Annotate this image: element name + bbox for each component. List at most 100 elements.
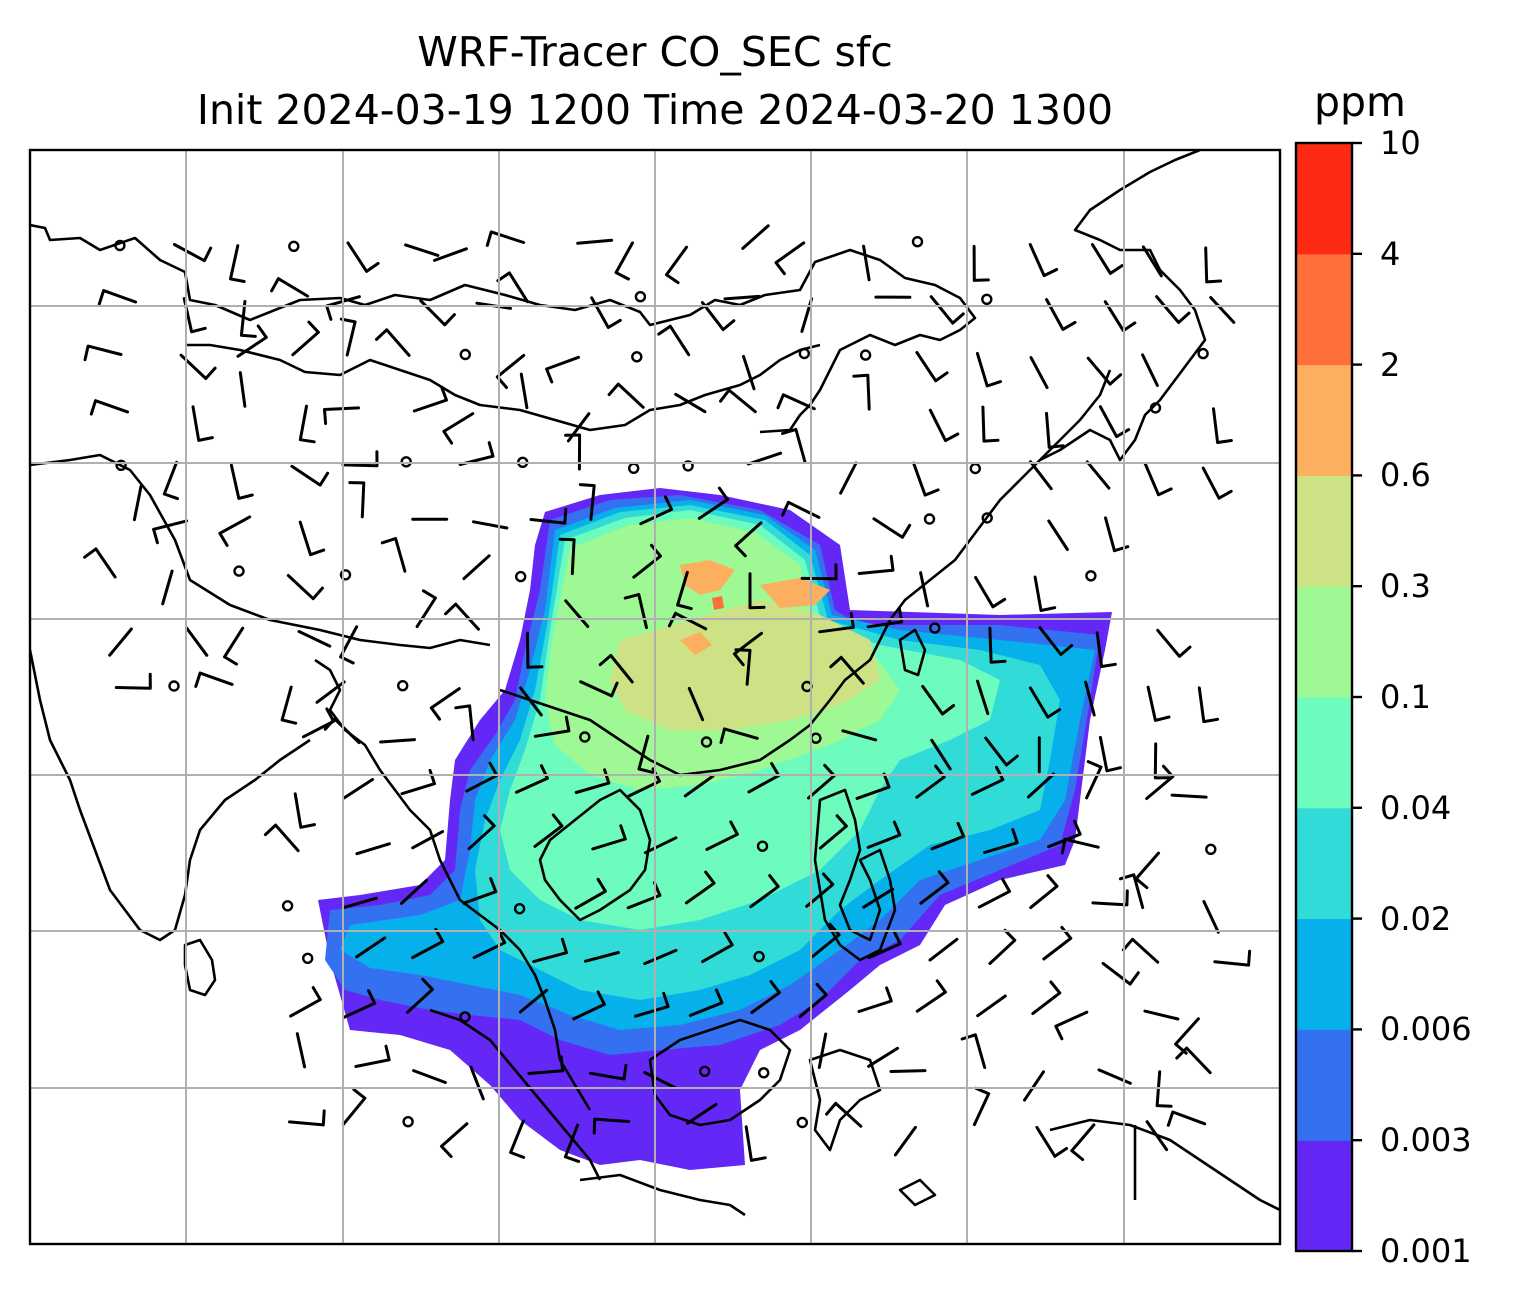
colorbar-tick-label: 0.006: [1380, 1010, 1472, 1049]
wind-barb-icon: [295, 1032, 307, 1069]
calm-circle-icon: [911, 235, 924, 248]
wind-barb-icon: [930, 821, 966, 851]
wind-barb-icon: [400, 768, 436, 796]
wind-barb-icon: [719, 388, 757, 414]
wind-barb-icon: [857, 986, 893, 1013]
wind-barb-icon: [984, 736, 1019, 767]
wind-barb-icon: [977, 877, 1011, 909]
wind-barb-icon: [919, 870, 950, 905]
coastline-india-north: [30, 453, 491, 650]
calm-circle-icon: [515, 570, 527, 583]
colorbar-tick-label: 0.02: [1380, 899, 1452, 938]
wind-barb-icon: [800, 563, 838, 581]
wind-barb-icon: [719, 727, 759, 744]
wind-barb-icon: [1085, 760, 1103, 800]
wind-barb-icon: [855, 772, 891, 800]
wind-barb-icon: [1090, 243, 1124, 275]
wind-barb-icon: [293, 792, 316, 829]
wind-barb-icon: [297, 630, 332, 648]
colorbar-tick-label: 0.1: [1380, 678, 1431, 716]
calm-circle-icon: [929, 622, 941, 634]
calm-circle-icon: [281, 900, 294, 912]
wind-barb-icon: [701, 931, 734, 964]
colorbar-tick-label: 2: [1380, 345, 1401, 384]
coastline-mongolia-border: [185, 343, 821, 432]
wind-barb-icon: [1146, 685, 1171, 722]
wind-barb-icon: [485, 230, 526, 247]
wind-barb-icon: [298, 520, 326, 557]
wind-barb-icon: [348, 481, 366, 519]
wind-barb-icon: [748, 572, 766, 610]
wind-barb-icon: [1170, 793, 1208, 799]
calm-circle-icon: [397, 680, 409, 692]
wind-barb-icon: [289, 986, 322, 1018]
colorbar: [1294, 141, 1362, 1253]
wind-barb-icon: [469, 1065, 485, 1101]
wind-barb-icon: [1213, 949, 1252, 967]
wind-barb-icon: [236, 324, 268, 358]
calm-circle-icon: [168, 680, 180, 692]
calm-circle-icon: [631, 351, 643, 363]
wind-barb-icon: [191, 405, 214, 442]
calm-circle-icon: [114, 239, 126, 252]
wind-barb-icon: [1166, 1110, 1207, 1127]
wind-barb-icon: [1143, 1009, 1180, 1021]
wind-barb-icon: [774, 241, 806, 276]
wind-barb-icon: [1153, 742, 1171, 780]
wind-barb-icon: [1212, 407, 1233, 444]
wind-barb-icon: [465, 761, 499, 793]
wind-barb-icon: [697, 486, 729, 520]
wind-barb-icon: [574, 768, 611, 794]
wind-barb-icon: [1029, 874, 1059, 910]
wind-barb-icon: [1042, 925, 1073, 961]
wind-barb-icon: [893, 1125, 917, 1157]
wind-barb-icon: [1143, 462, 1173, 497]
wind-barb-icon: [589, 1063, 628, 1081]
wind-barb-icon: [750, 980, 781, 1014]
wind-barb-icon: [1141, 245, 1163, 278]
wind-barb-icon: [346, 241, 380, 273]
colorbar-tick-label: 10: [1380, 124, 1421, 162]
wind-barb-icon: [1029, 356, 1049, 390]
calm-circle-icon: [798, 347, 810, 360]
wind-barb-icon: [286, 574, 324, 601]
wind-barb-icon: [342, 896, 378, 910]
wind-barb-icon: [380, 537, 407, 573]
wind-barb-icon: [781, 427, 807, 464]
wind-barb-icon: [584, 951, 620, 963]
wind-barb-icon: [590, 296, 622, 329]
coastline-taiwan: [898, 628, 927, 677]
coastline-sulawesi: [808, 1048, 882, 1152]
wind-barb-icon: [862, 887, 895, 909]
wind-barb-icon: [342, 989, 377, 1019]
wind-barb-icon: [637, 734, 655, 774]
wind-barb-icon: [705, 820, 739, 851]
coastline-east-timor: [898, 1178, 937, 1207]
wind-barb-icon: [462, 877, 498, 905]
wind-barb-icon: [657, 324, 691, 357]
calm-circle-icon: [513, 903, 526, 915]
wind-barb-icon: [674, 392, 707, 414]
wind-barb-icon: [440, 1122, 469, 1158]
colorbar-tick-label: 0.003: [1380, 1121, 1472, 1160]
colorbar-segment: [1296, 697, 1352, 809]
wind-barb-icon: [1104, 516, 1130, 553]
wind-barb-icon: [1045, 298, 1077, 331]
coastline-new-guinea: [1049, 1118, 1280, 1212]
wind-barb-icon: [988, 626, 1007, 664]
wind-barb-icon: [519, 686, 543, 717]
coastline-china-north: [30, 223, 977, 434]
calm-circle-icon: [682, 460, 694, 472]
wind-barb-icon: [1204, 246, 1223, 284]
wind-barb-icon: [574, 877, 607, 910]
wind-barb-icon: [1095, 631, 1117, 668]
wind-barb-icon: [527, 1055, 565, 1075]
wind-barb-icon: [867, 929, 902, 960]
wind-barb-icon: [1023, 1070, 1045, 1102]
colorbar-tick-label: 0.6: [1380, 456, 1431, 495]
calm-circle-icon: [981, 512, 993, 524]
calm-circle-icon: [459, 348, 471, 361]
calm-circle-icon: [628, 462, 640, 474]
wind-barb-icon: [1175, 1046, 1212, 1075]
